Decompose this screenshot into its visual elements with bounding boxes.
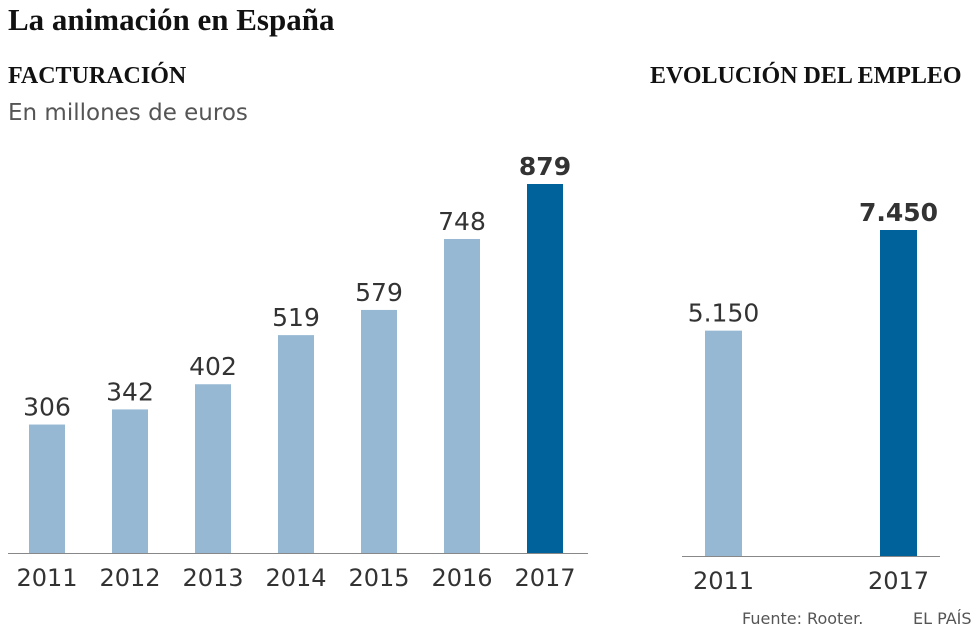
revenue-tick-label-2016: 2016	[431, 564, 492, 592]
revenue-tick-label-2014: 2014	[265, 564, 326, 592]
revenue-bar-2016	[444, 238, 480, 554]
page-title: La animación en España	[8, 2, 335, 37]
revenue-tick-label-2015: 2015	[348, 564, 409, 592]
employment-bar-2011	[705, 330, 742, 556]
employment-tick-label-2011: 2011	[693, 567, 754, 595]
revenue-value-label-2011: 306	[23, 393, 71, 422]
revenue-bar-2014	[278, 335, 314, 553]
revenue-chart-subtitle: En millones de euros	[8, 100, 248, 126]
revenue-bar-2011	[29, 424, 65, 553]
revenue-bar-2015	[361, 309, 397, 553]
revenue-tick-label-2011: 2011	[16, 564, 77, 592]
revenue-value-label-2014: 519	[272, 303, 320, 332]
employment-chart-title: EVOLUCIÓN DEL EMPLEO	[650, 63, 962, 89]
revenue-bar-2013	[195, 384, 231, 553]
revenue-bar-2017	[527, 184, 563, 553]
revenue-chart-title: FACTURACIÓN	[8, 63, 187, 89]
revenue-value-label-2016: 748	[438, 207, 486, 236]
revenue-bar-2012	[112, 409, 148, 553]
revenue-value-label-2012: 342	[106, 377, 154, 406]
brand-logo-text: EL PAÍS	[913, 609, 972, 628]
revenue-bar-chart: 306 2011 342 2012 402 2013 519 2014 579 2015 748 20…	[8, 152, 588, 592]
employment-bar-2017	[880, 230, 917, 556]
employment-value-label-2011: 5.150	[688, 299, 760, 328]
revenue-value-label-2015: 579	[355, 278, 403, 307]
revenue-value-label-2017: 879	[519, 152, 571, 181]
source-note: Fuente: Rooter.	[742, 609, 864, 628]
revenue-tick-label-2013: 2013	[182, 564, 243, 592]
employment-tick-label-2017: 2017	[868, 567, 929, 595]
revenue-value-label-2013: 402	[189, 352, 237, 381]
revenue-tick-label-2017: 2017	[514, 564, 575, 592]
employment-value-label-2017: 7.450	[859, 198, 938, 227]
revenue-tick-label-2012: 2012	[99, 564, 160, 592]
